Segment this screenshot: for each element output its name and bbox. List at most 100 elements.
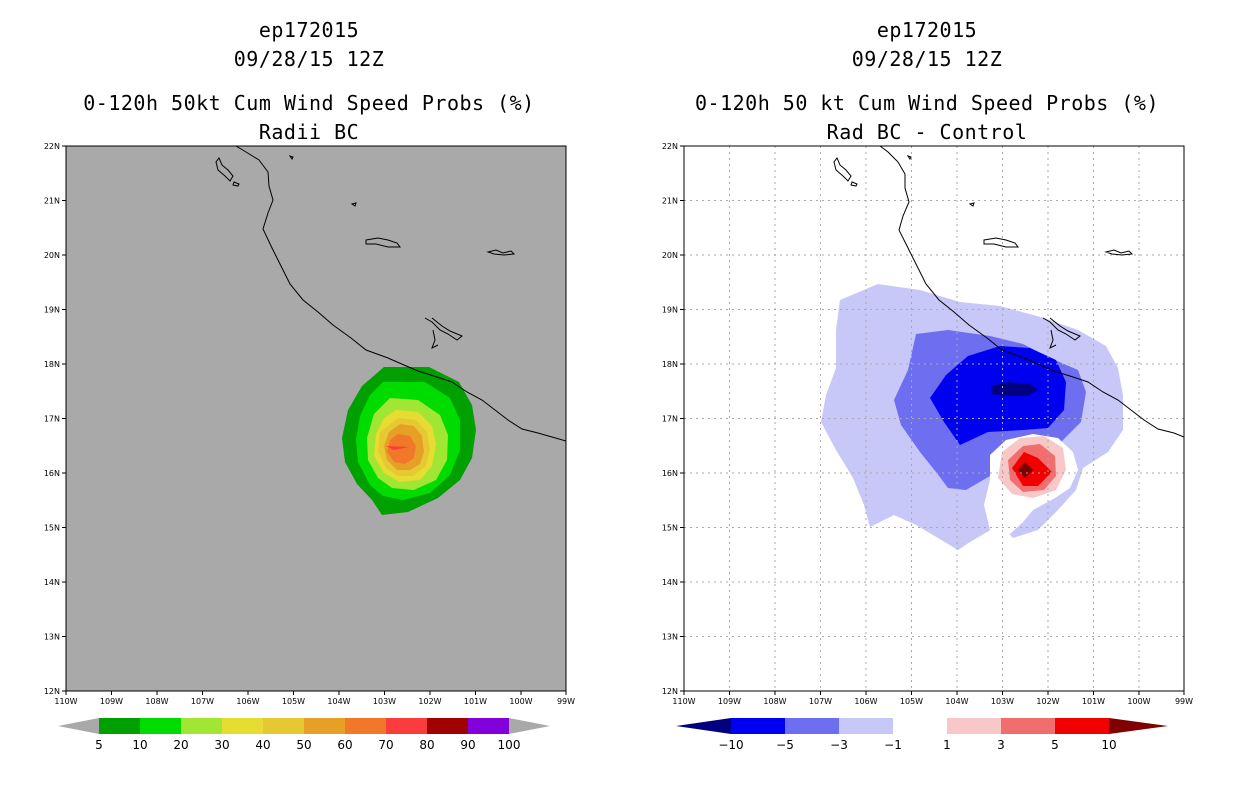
plot-title: 0-120h 50kt Cum Wind Speed Probs (%) [83, 91, 535, 115]
forecast-date: 09/28/15 12Z [851, 47, 1003, 71]
lon-tick-label: 102W [418, 697, 441, 706]
colorbar: −10 −5 −3 −1 1 3 5 10 [676, 718, 1168, 752]
lon-tick-label: 105W [282, 697, 305, 706]
lon-tick-label: 105W [900, 697, 923, 706]
colorbar-label: 100 [498, 738, 521, 752]
lon-tick-label: 103W [991, 697, 1014, 706]
colorbar-low-arrow [676, 718, 731, 734]
lon-tick-label: 106W [236, 697, 259, 706]
colorbar-label: −5 [776, 738, 794, 752]
lat-tick-label: 16N [44, 469, 60, 478]
colorbar-swatch [345, 718, 386, 734]
colorbar: 5 10 20 30 40 50 60 70 80 90 100 [58, 718, 550, 752]
lon-tick-label: 104W [327, 697, 350, 706]
lon-tick-label: 110W [54, 697, 77, 706]
lat-tick-label: 16N [662, 469, 678, 478]
colorbar-label: 5 [95, 738, 103, 752]
lon-tick-label: 100W [509, 697, 532, 706]
colorbar-label: 30 [214, 738, 229, 752]
latitude-axis: 22N 21N 20N 19N 18N 17N 16N 15N 14N 13N … [662, 142, 684, 696]
colorbar-swatch [947, 718, 1001, 734]
lat-tick-label: 18N [44, 360, 60, 369]
lon-tick-label: 107W [809, 697, 832, 706]
longitude-axis: 110W 109W 108W 107W 106W 105W 104W 103W … [54, 691, 575, 706]
longitude-axis: 110W 109W 108W 107W 106W 105W 104W 103W … [672, 691, 1193, 706]
colorbar-label: 5 [1051, 738, 1059, 752]
colorbar-swatch [386, 718, 427, 734]
left-panel: ep172015 09/28/15 12Z 0-120h 50kt Cum Wi… [44, 18, 575, 752]
storm-id: ep172015 [258, 18, 360, 42]
lon-tick-label: 101W [464, 697, 487, 706]
colorbar-label: 10 [132, 738, 147, 752]
plot-title: 0-120h 50 kt Cum Wind Speed Probs (%) [694, 91, 1160, 115]
contour-70 [386, 446, 409, 450]
colorbar-label: 50 [296, 738, 311, 752]
lat-tick-label: 22N [662, 142, 678, 151]
colorbar-swatch [468, 718, 509, 734]
colorbar-label: 10 [1101, 738, 1116, 752]
colorbar-label: −1 [884, 738, 902, 752]
lat-tick-label: 21N [662, 197, 678, 206]
colorbar-swatch [1055, 718, 1109, 734]
colorbar-swatch [731, 718, 785, 734]
lat-tick-label: 18N [662, 360, 678, 369]
left-map-figure: 22N 21N 20N 19N 18N 17N 16N 15N 14N 13N … [44, 142, 575, 752]
lat-tick-label: 20N [662, 251, 678, 260]
colorbar-high-arrow [1109, 718, 1168, 734]
lat-tick-label: 19N [662, 306, 678, 315]
lon-tick-label: 109W [100, 697, 123, 706]
lon-tick-label: 99W [1175, 697, 1193, 706]
right-panel: ep172015 09/28/15 12Z 0-120h 50 kt Cum W… [618, 0, 1236, 800]
colorbar-swatch [181, 718, 222, 734]
colorbar-swatch [1001, 718, 1055, 734]
lon-tick-label: 104W [945, 697, 968, 706]
lon-tick-label: 110W [672, 697, 695, 706]
lat-tick-label: 17N [44, 415, 60, 424]
lon-tick-label: 103W [373, 697, 396, 706]
colorbar-label: 1 [943, 738, 951, 752]
contour-neg5 [930, 346, 1066, 445]
lat-tick-label: 20N [44, 251, 60, 260]
gridlines [684, 146, 1184, 691]
colorbar-low-arrow [58, 718, 99, 734]
colorbar-label: −3 [830, 738, 848, 752]
lat-tick-label: 15N [44, 524, 60, 533]
lon-tick-label: 101W [1082, 697, 1105, 706]
lat-tick-label: 21N [44, 197, 60, 206]
lat-tick-label: 17N [662, 415, 678, 424]
lon-tick-label: 108W [763, 697, 786, 706]
map-background [66, 146, 566, 691]
lon-tick-label: 107W [191, 697, 214, 706]
lon-tick-label: 106W [854, 697, 877, 706]
latitude-axis: 22N 21N 20N 19N 18N 17N 16N 15N 14N 13N … [44, 142, 66, 696]
lat-tick-label: 13N [44, 633, 60, 642]
lon-tick-label: 99W [557, 697, 575, 706]
forecast-date: 09/28/15 12Z [233, 47, 385, 71]
colorbar-swatch [785, 718, 839, 734]
colorbar-swatch [427, 718, 468, 734]
lat-tick-label: 14N [662, 578, 678, 587]
lat-tick-label: 15N [662, 524, 678, 533]
lon-tick-label: 109W [718, 697, 741, 706]
colorbar-label: 80 [419, 738, 434, 752]
colorbar-label: −10 [718, 738, 743, 752]
colorbar-swatch [99, 718, 140, 734]
colorbar-swatch [263, 718, 304, 734]
colorbar-high-arrow [509, 718, 550, 734]
lat-tick-label: 13N [662, 633, 678, 642]
colorbar-label: 60 [337, 738, 352, 752]
colorbar-swatch [140, 718, 181, 734]
storm-id: ep172015 [876, 18, 978, 42]
right-map-figure: 22N 21N 20N 19N 18N 17N 16N 15N 14N 13N … [662, 142, 1193, 752]
colorbar-label: 3 [997, 738, 1005, 752]
colorbar-label: 90 [460, 738, 475, 752]
plot-subtitle: Rad BC - Control [826, 120, 1028, 144]
colorbar-label: 40 [255, 738, 270, 752]
colorbar-swatch [839, 718, 893, 734]
lon-tick-label: 100W [1127, 697, 1150, 706]
lat-tick-label: 12N [44, 687, 60, 696]
lat-tick-label: 22N [44, 142, 60, 151]
colorbar-label: 70 [378, 738, 393, 752]
lat-tick-label: 19N [44, 306, 60, 315]
colorbar-swatch [304, 718, 345, 734]
